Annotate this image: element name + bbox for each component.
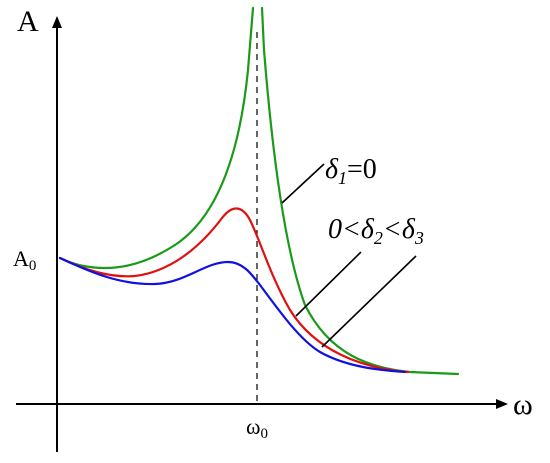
delta3-leader	[321, 255, 417, 348]
curve-delta2	[58, 207, 410, 374]
delta2-leader	[295, 251, 362, 317]
curve-delta1-zero	[58, 6, 460, 376]
curve-delta3	[58, 256, 407, 374]
a0-label: A0	[13, 246, 36, 274]
delta1-label: δ1=0	[325, 154, 377, 188]
x-axis-label: ω	[513, 388, 533, 421]
y-axis-label: A	[17, 5, 39, 38]
delta2-delta3-label: 0<δ2<δ3	[328, 214, 424, 248]
delta1-leader	[281, 163, 325, 204]
omega0-label: ω0	[246, 414, 268, 442]
